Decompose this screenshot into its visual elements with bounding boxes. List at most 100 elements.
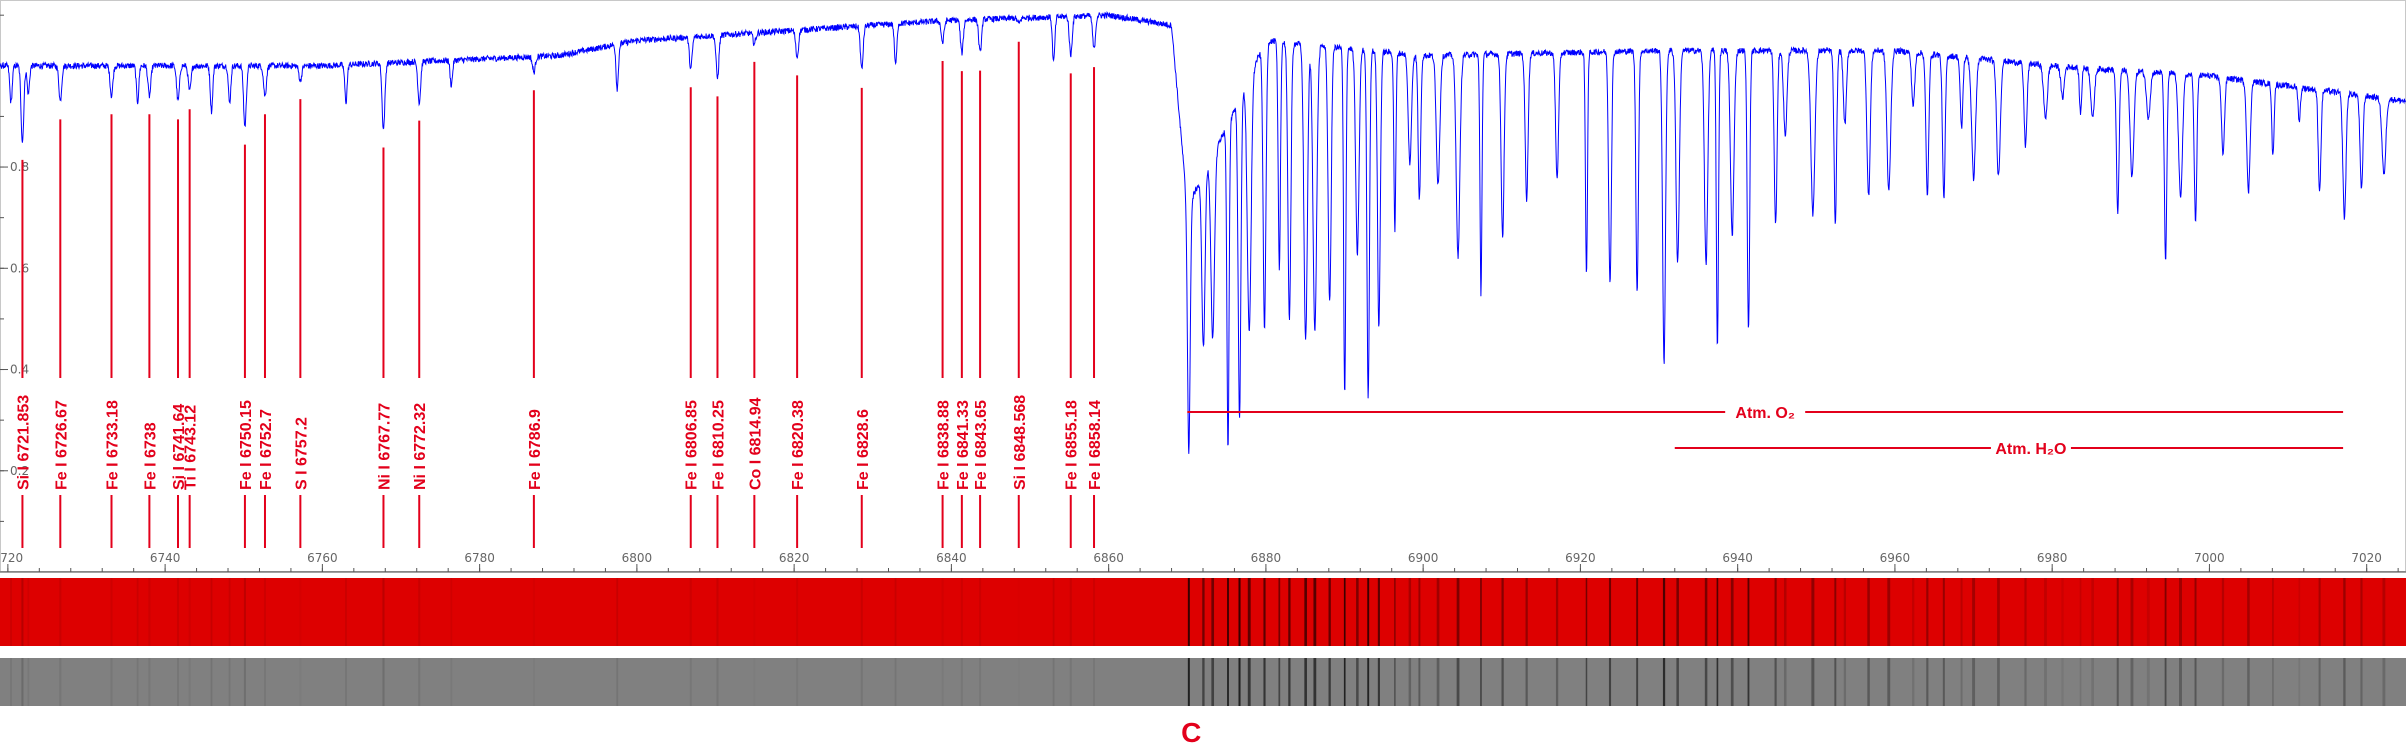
strip-line-gray	[2194, 658, 2197, 706]
strip-line-gray	[2179, 658, 2182, 706]
strip-line-gray	[1247, 658, 1251, 706]
strip-line-gray	[2146, 658, 2150, 706]
strip-line-gray	[345, 658, 347, 706]
line-id-label: Fe I 6733.18	[104, 400, 121, 490]
strip-line-gray	[2382, 658, 2386, 706]
line-id-label: Fe I 6820.38	[790, 400, 807, 490]
line-id-label: Fe I 6855.18	[1064, 400, 1081, 490]
line-id-wavelength: 6810.25	[710, 400, 727, 458]
strip-line-color	[2360, 578, 2363, 646]
strip-line-gray	[1418, 658, 1421, 706]
line-id-label: Fe I 6828.6	[855, 409, 872, 490]
strip-line-gray	[1704, 658, 1708, 706]
line-id-element: Co I	[747, 460, 764, 490]
strip-line-gray	[1834, 658, 1837, 706]
strip-line-gray	[796, 658, 799, 706]
strip-line-color	[1608, 578, 1612, 646]
strip-line-color	[263, 578, 267, 646]
strip-line-gray	[1394, 658, 1396, 706]
line-id-wavelength: 6843.65	[973, 400, 990, 458]
strip-line-color	[1418, 578, 1421, 646]
strip-line-color	[1834, 578, 1837, 646]
line-id-wavelength: 6757.2	[293, 417, 310, 466]
line-id-6841.33: Fe I 6841.33	[955, 71, 972, 548]
line-id-6726.67: Fe I 6726.67	[53, 119, 70, 548]
line-id-element: Fe I	[527, 462, 544, 490]
line-id-6814.94: Co I 6814.94	[747, 61, 764, 548]
strip-line-color	[1263, 578, 1266, 646]
strip-line-gray	[59, 658, 62, 706]
strip-line-gray	[1227, 658, 1229, 706]
strip-line-color	[1730, 578, 1734, 646]
strip-line-gray	[2318, 658, 2321, 706]
line-id-label: Fe I 6838.88	[936, 400, 953, 490]
line-id-element: Si I	[1012, 466, 1029, 490]
strip-line-color	[1187, 578, 1190, 646]
line-id-label: Fe I 6726.67	[53, 400, 70, 490]
strip-line-color	[299, 578, 301, 646]
strip-line-color	[1288, 578, 1291, 646]
line-id-6752.7: Fe I 6752.7	[258, 114, 275, 548]
strip-line-gray	[243, 658, 246, 706]
line-id-6733.18: Fe I 6733.18	[104, 114, 121, 548]
x-tick-label: 6860	[1093, 551, 1124, 565]
strip-line-gray	[1774, 658, 1777, 706]
strip-line-color	[860, 578, 863, 646]
line-id-element: Fe I	[258, 462, 275, 490]
strip-line-gray	[1867, 658, 1870, 706]
strip-line-color	[1585, 578, 1588, 646]
fraunhofer-band-letter: C	[1181, 717, 1201, 748]
strip-line-color	[1662, 578, 1666, 646]
x-tick-label: 6720	[0, 551, 23, 565]
strip-line-color	[418, 578, 421, 646]
line-id-element: Si I	[15, 466, 32, 490]
strip-line-color	[1456, 578, 1460, 646]
strip-line-gray	[1069, 658, 1072, 706]
line-id-wavelength: 6858.14	[1087, 400, 1104, 458]
line-id-6828.6: Fe I 6828.6	[855, 87, 872, 548]
strip-line-gray	[1356, 658, 1359, 706]
strip-line-color	[1704, 578, 1708, 646]
strip-line-color	[1227, 578, 1229, 646]
strip-line-gray	[110, 658, 113, 706]
strip-line-gray	[960, 658, 963, 706]
strip-line-gray	[1408, 658, 1412, 706]
line-id-label: Fe I 6786.9	[527, 409, 544, 490]
strip-line-gray	[1367, 658, 1370, 706]
line-id-6843.65: Fe I 6843.65	[973, 70, 990, 548]
strip-line-color	[21, 578, 24, 646]
strip-line-gray	[1887, 658, 1891, 706]
line-id-6750.15: Fe I 6750.15	[238, 144, 255, 548]
strip-line-gray	[1263, 658, 1266, 706]
strip-line-color	[1356, 578, 1359, 646]
strip-line-gray	[1377, 658, 1380, 706]
line-id-wavelength: 6733.18	[104, 400, 121, 458]
strip-line-color	[1343, 578, 1346, 646]
line-id-6738: Fe I 6738	[142, 114, 159, 548]
strip-line-color	[2079, 578, 2082, 646]
strip-line-gray	[1912, 658, 1915, 706]
line-id-wavelength: 6806.85	[684, 400, 701, 458]
strip-line-gray	[2360, 658, 2363, 706]
x-tick-label: 6760	[307, 551, 338, 565]
strip-line-gray	[1676, 658, 1679, 706]
strip-line-color	[2044, 578, 2047, 646]
y-axis: 0.2 0.4 0.6 0.8	[0, 14, 29, 522]
line-id-wavelength: 6848.568	[1012, 395, 1029, 462]
line-id-element: Fe I	[1087, 462, 1104, 490]
strip-line-color	[1912, 578, 1915, 646]
strip-line-gray	[860, 658, 863, 706]
x-tick-label: 6960	[1880, 551, 1911, 565]
strip-line-gray	[753, 658, 755, 706]
x-tick-label: 6940	[1722, 551, 1753, 565]
line-id-wavelength: 6828.6	[855, 409, 872, 458]
strip-line-gray	[1278, 658, 1281, 706]
atm-band-label: Atm. H₂O	[1995, 441, 2066, 458]
gray-spectrum-strip	[0, 658, 2406, 706]
line-id-label: Fe I 6843.65	[973, 400, 990, 490]
x-tick-label: 6840	[936, 551, 967, 565]
x-tick-label: 6900	[1408, 551, 1439, 565]
line-id-wavelength: 6721.853	[15, 395, 32, 462]
